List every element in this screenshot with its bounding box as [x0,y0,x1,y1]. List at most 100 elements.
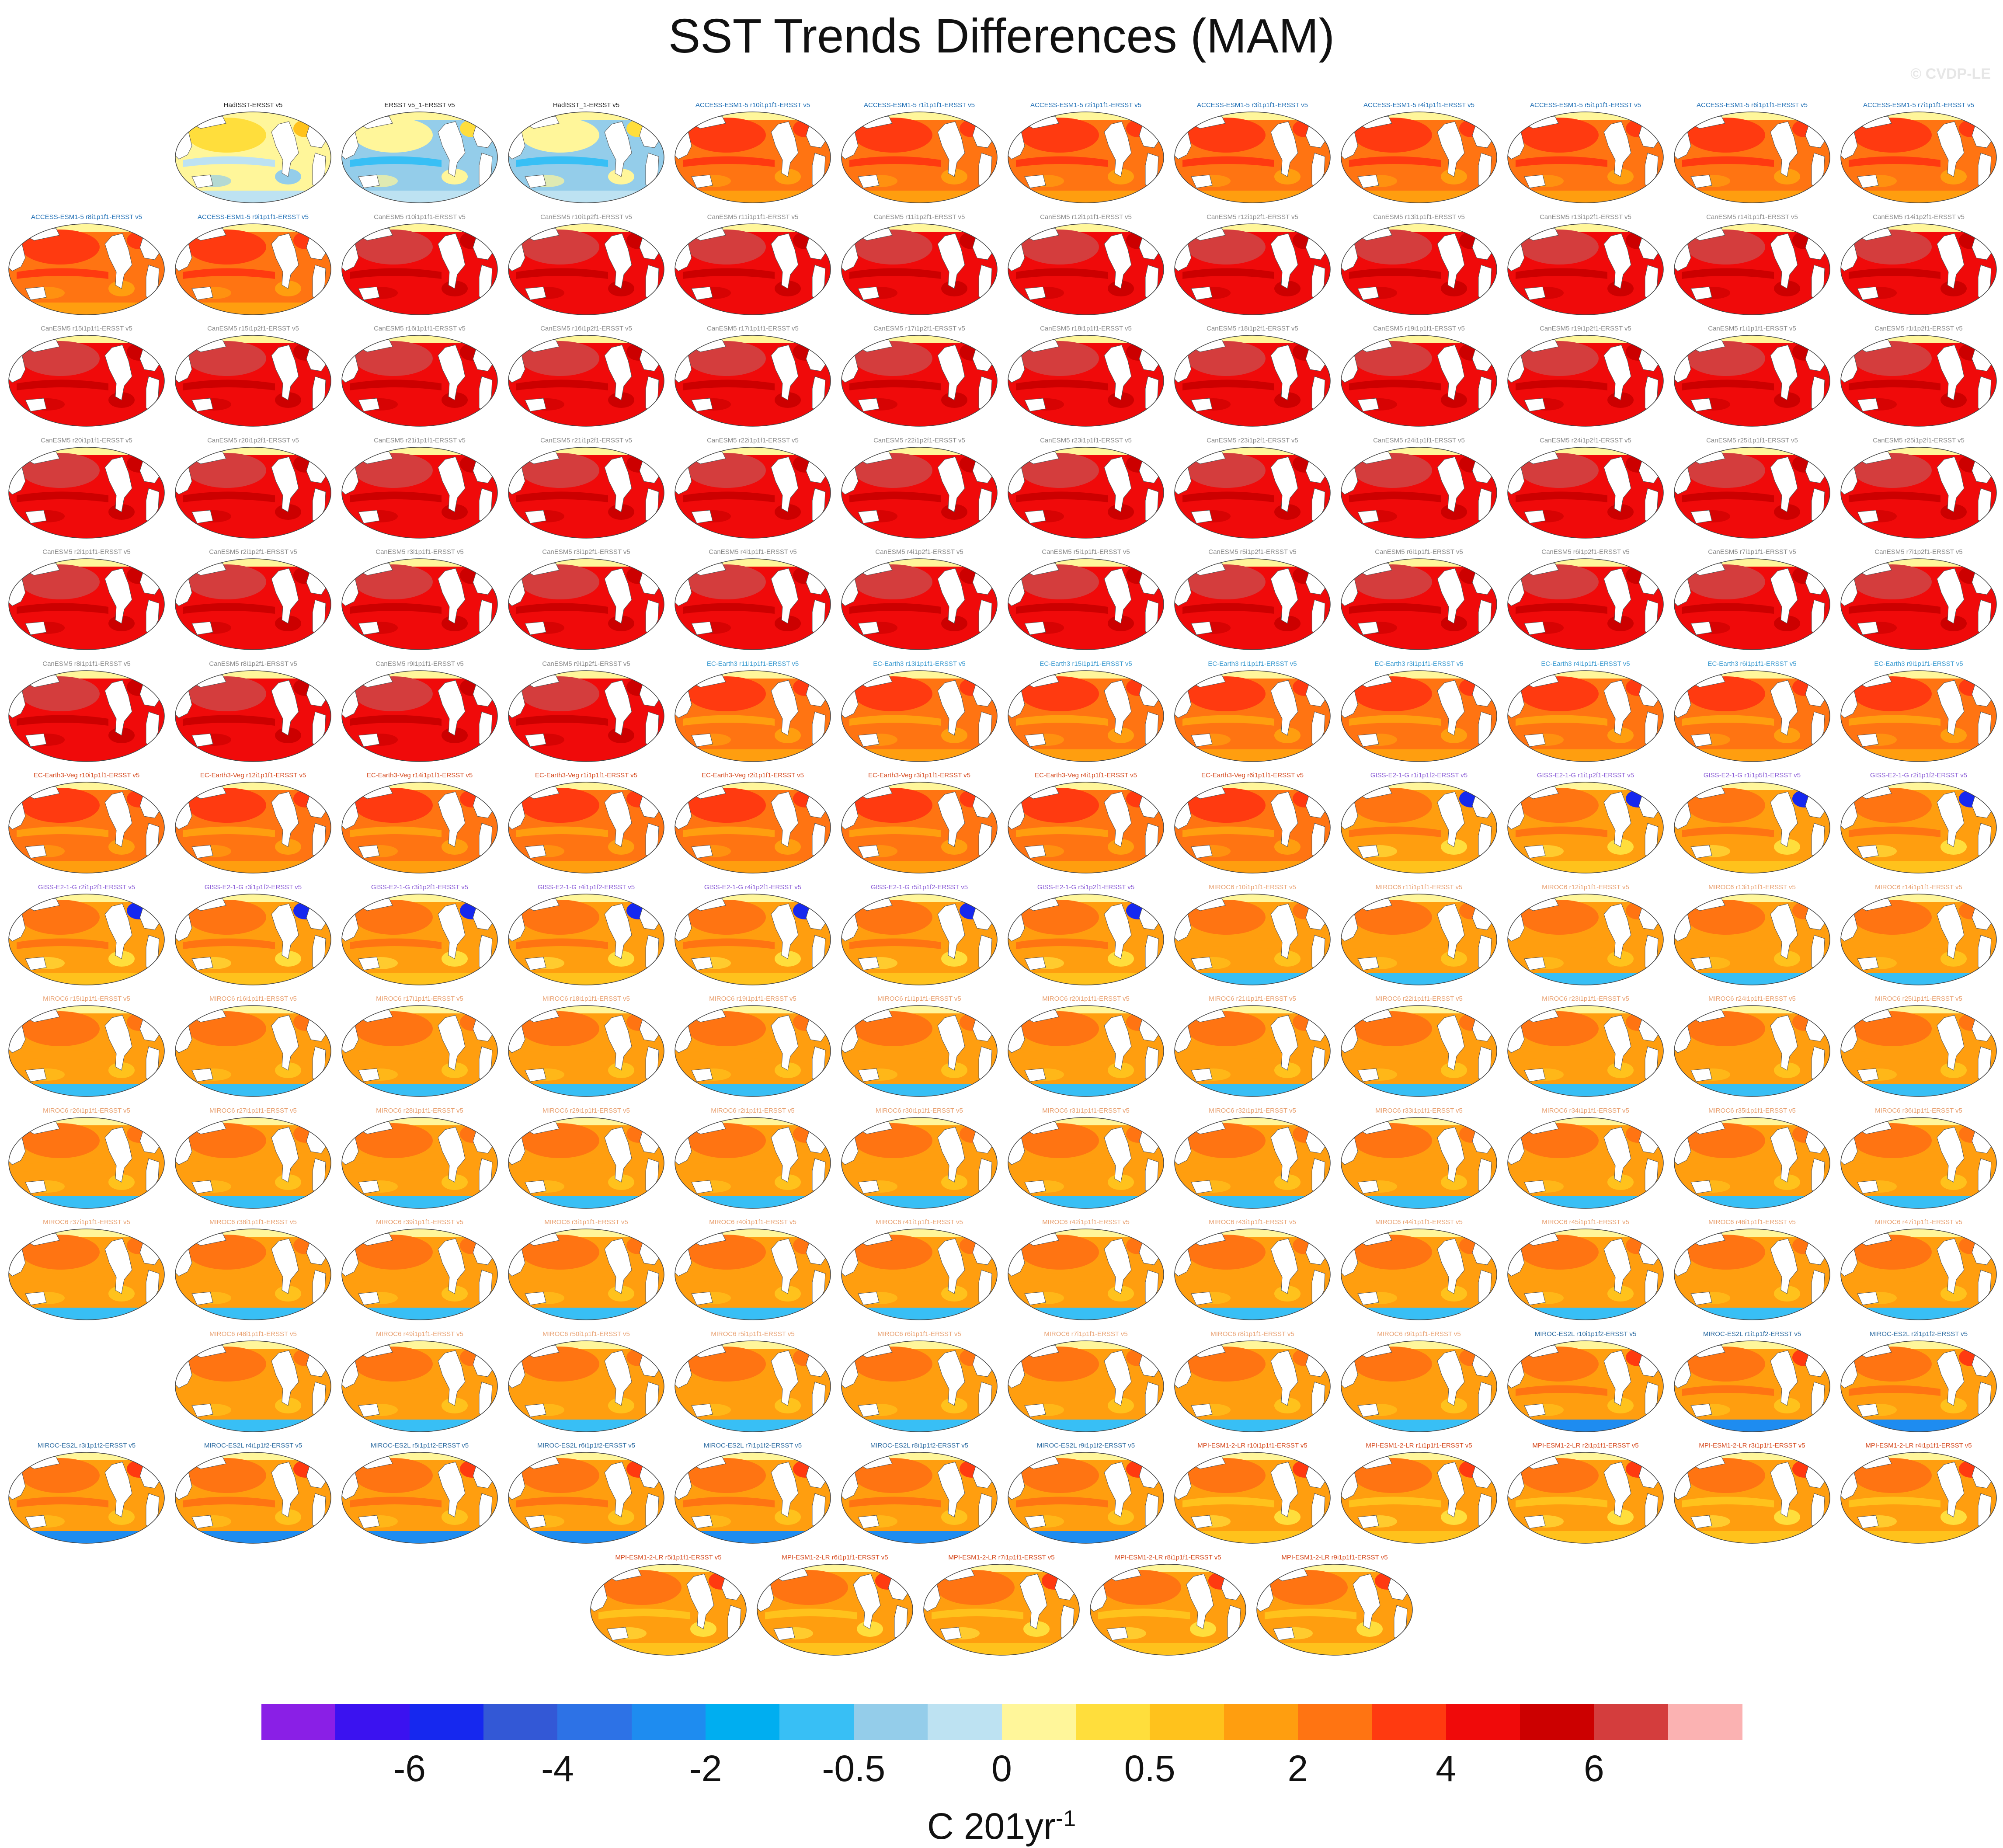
map-panel: CanESM5 r2i1p2f1-ERSST v5 [174,548,332,651]
map-panel: MIROC6 r11i1p1f1-ERSST v5 [1340,884,1498,987]
sst-trend-map [175,1229,331,1320]
sst-trend-map [1840,1340,1997,1432]
sst-trend-map [508,670,664,762]
map-panel: MIROC-ES2L r7i1p1f2-ERSST v5 [674,1442,831,1545]
sst-trend-map [1674,1117,1830,1209]
sst-trend-map [1840,893,1997,985]
map-panel: GISS-E2-1-G r1i1p2f1-ERSST v5 [1507,772,1664,875]
sst-trend-map [1008,558,1164,650]
map-panel-title: MIROC6 r24i1p1f1-ERSST v5 [1673,995,1831,1003]
map-panel: EC-Earth3-Veg r14i1p1f1-ERSST v5 [341,772,498,875]
sst-trend-map [923,1563,1080,1656]
sst-trend-map [341,1229,498,1320]
map-panel-title: GISS-E2-1-G r4i1p1f2-ERSST v5 [508,884,665,891]
map-panel: EC-Earth3 r15i1p1f1-ERSST v5 [1007,660,1165,763]
map-panel-title: ACCESS-ESM1-5 r7i1p1f1-ERSST v5 [1840,101,1997,109]
map-panel: MIROC6 r16i1p1f1-ERSST v5 [174,995,332,1098]
sst-trend-map [1674,335,1830,427]
map-panel-title: MIROC6 r50i1p1f1-ERSST v5 [508,1330,665,1338]
colorbar-cell [1520,1704,1594,1740]
map-panel-title: MIROC6 r45i1p1f1-ERSST v5 [1507,1218,1664,1226]
map-panel-title: MIROC6 r42i1p1f1-ERSST v5 [1007,1218,1165,1226]
map-panel: MIROC-ES2L r2i1p1f2-ERSST v5 [1840,1330,1997,1434]
map-panel: CanESM5 r2i1p1f1-ERSST v5 [8,548,165,651]
sst-trend-map [841,335,998,427]
sst-trend-map [1008,670,1164,762]
map-panel: CanESM5 r8i1p1f1-ERSST v5 [8,660,165,763]
colorbar-tick-label: -4 [541,1747,574,1790]
sst-trend-map [1008,223,1164,315]
sst-trend-map [1341,223,1497,315]
sst-trend-map [508,1452,664,1544]
map-panel-title: EC-Earth3-Veg r6i1p1f1-ERSST v5 [1174,772,1331,780]
sst-trend-map [508,1005,664,1097]
map-panel-title: MIROC6 r27i1p1f1-ERSST v5 [174,1107,332,1115]
map-panel-title: CanESM5 r3i1p1f1-ERSST v5 [341,548,498,556]
map-panel: CanESM5 r25i1p1f1-ERSST v5 [1673,437,1831,540]
sst-trend-map [675,223,831,315]
sst-trend-map [8,1452,165,1544]
map-panel-title: ACCESS-ESM1-5 r6i1p1f1-ERSST v5 [1673,101,1831,109]
sst-trend-map [8,558,165,650]
map-panel: EC-Earth3-Veg r1i1p1f1-ERSST v5 [508,772,665,875]
map-panel: CanESM5 r13i1p2f1-ERSST v5 [1507,213,1664,317]
map-panel: MIROC6 r25i1p1f1-ERSST v5 [1840,995,1997,1098]
map-panel: CanESM5 r17i1p2f1-ERSST v5 [841,325,998,428]
sst-trend-map [1341,335,1497,427]
map-panel-title: ACCESS-ESM1-5 r1i1p1f1-ERSST v5 [841,101,998,109]
map-panel-title: MIROC6 r13i1p1f1-ERSST v5 [1673,884,1831,891]
map-panel: CanESM5 r14i1p1f1-ERSST v5 [1673,213,1831,317]
colorbar-cell [335,1704,410,1740]
map-panel: MPI-ESM1-2-LR r10i1p1f1-ERSST v5 [1174,1442,1331,1545]
map-panel-title: CanESM5 r15i1p2f1-ERSST v5 [174,325,332,333]
map-panel-title: EC-Earth3-Veg r2i1p1f1-ERSST v5 [674,772,831,780]
sst-trend-map [675,1340,831,1432]
sst-trend-map [508,335,664,427]
sst-trend-map [757,1563,913,1656]
map-panel: MIROC6 r41i1p1f1-ERSST v5 [841,1218,998,1322]
sst-trend-map [1507,223,1664,315]
map-panel-title: MIROC6 r43i1p1f1-ERSST v5 [1174,1218,1331,1226]
sst-trend-map [1840,223,1997,315]
map-panel-title: MIROC6 r12i1p1f1-ERSST v5 [1507,884,1664,891]
map-panel-title: ACCESS-ESM1-5 r8i1p1f1-ERSST v5 [8,213,165,221]
map-panel: EC-Earth3 r1i1p1f1-ERSST v5 [1174,660,1331,763]
map-panel-title: MIROC6 r22i1p1f1-ERSST v5 [1340,995,1498,1003]
sst-trend-map [1341,1005,1497,1097]
map-panel: GISS-E2-1-G r2i1p1f2-ERSST v5 [1840,772,1997,875]
map-panel-title: MIROC6 r1i1p1f1-ERSST v5 [841,995,998,1003]
map-panel: CanESM5 r12i1p2f1-ERSST v5 [1174,213,1331,317]
sst-trend-map [1341,1340,1497,1432]
map-panel: MIROC6 r44i1p1f1-ERSST v5 [1340,1218,1498,1322]
map-panel-title: MIROC-ES2L r9i1p1f2-ERSST v5 [1007,1442,1165,1450]
map-panel-title: ACCESS-ESM1-5 r10i1p1f1-ERSST v5 [674,101,831,109]
map-panel: MIROC6 r36i1p1f1-ERSST v5 [1840,1107,1997,1210]
map-panel-title: CanESM5 r23i1p2f1-ERSST v5 [1174,437,1331,445]
map-panel: EC-Earth3-Veg r10i1p1f1-ERSST v5 [8,772,165,875]
sst-trend-map [1008,111,1164,203]
map-panel: EC-Earth3 r9i1p1f1-ERSST v5 [1840,660,1997,763]
map-panel: MIROC6 r13i1p1f1-ERSST v5 [1673,884,1831,987]
map-panel: GISS-E2-1-G r2i1p2f1-ERSST v5 [8,884,165,987]
map-panel: GISS-E2-1-G r5i1p2f1-ERSST v5 [1007,884,1165,987]
map-panel: CanESM5 r14i1p2f1-ERSST v5 [1840,213,1997,317]
sst-trend-map [1341,1452,1497,1544]
map-panel-title: CanESM5 r9i1p2f1-ERSST v5 [508,660,665,668]
sst-trend-map [1674,782,1830,874]
map-panel-title: CanESM5 r2i1p1f1-ERSST v5 [8,548,165,556]
map-panel-title: EC-Earth3 r13i1p1f1-ERSST v5 [841,660,998,668]
map-panel: CanESM5 r23i1p2f1-ERSST v5 [1174,437,1331,540]
sst-trend-map [341,670,498,762]
map-panel: MIROC6 r35i1p1f1-ERSST v5 [1673,1107,1831,1210]
sst-trend-map [1008,1340,1164,1432]
map-panel: CanESM5 r9i1p1f1-ERSST v5 [341,660,498,763]
map-panel: EC-Earth3 r11i1p1f1-ERSST v5 [674,660,831,763]
map-panel-title: CanESM5 r18i1p2f1-ERSST v5 [1174,325,1331,333]
map-panel: MIROC6 r26i1p1f1-ERSST v5 [8,1107,165,1210]
map-panel-title: MIROC6 r31i1p1f1-ERSST v5 [1007,1107,1165,1115]
sst-trend-map [1840,1452,1997,1544]
map-panel-title: CanESM5 r22i1p2f1-ERSST v5 [841,437,998,445]
chart-title: SST Trends Differences (MAM) [0,8,2003,65]
map-panel-title: CanESM5 r4i1p1f1-ERSST v5 [674,548,831,556]
sst-trend-map [508,782,664,874]
